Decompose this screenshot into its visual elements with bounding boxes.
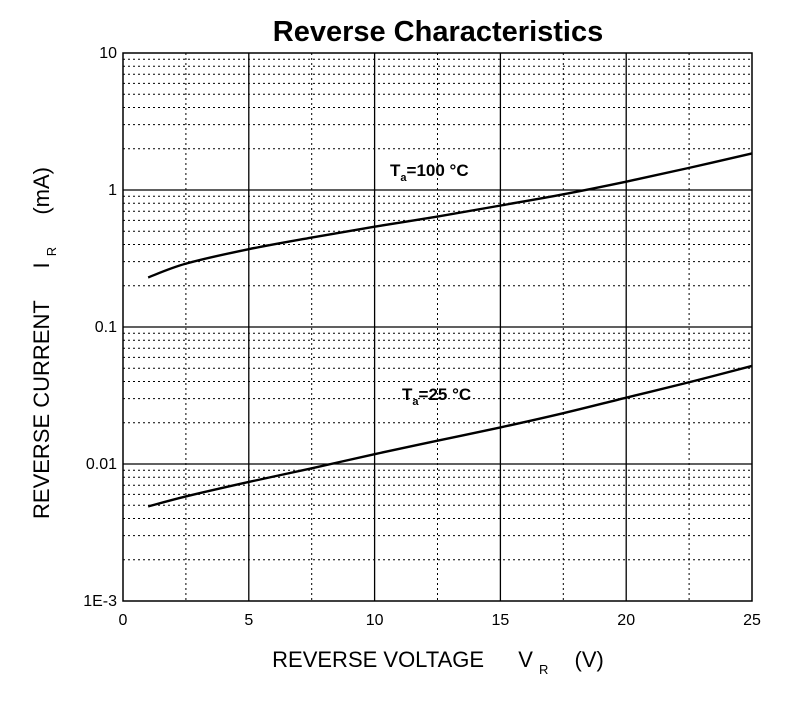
y-axis-label: REVERSE CURRENT I R (mA)	[29, 167, 61, 519]
series-line	[147, 152, 753, 279]
y-axis-label-symbol: I	[29, 262, 54, 268]
x-tick-label: 15	[492, 612, 510, 629]
y-tick-label: 1	[108, 182, 117, 199]
annotation-prefix: T	[402, 385, 413, 404]
x-tick-labels: 0 5 10 15 20 25	[119, 612, 761, 629]
x-axis-label-main: REVERSE VOLTAGE	[272, 647, 484, 672]
x-axis-label-symbol: V	[518, 647, 533, 672]
y-tick-label: 0.01	[86, 456, 117, 473]
annotation-text: =25 °C	[419, 385, 472, 404]
minor-grid	[123, 53, 752, 601]
annotation-prefix: T	[390, 161, 401, 180]
y-tick-label: 10	[99, 45, 117, 62]
y-axis-label-subscript: R	[44, 247, 59, 256]
chart-title: Reverse Characteristics	[273, 16, 603, 48]
x-tick-label: 20	[617, 612, 635, 629]
x-axis-label-unit: (V)	[575, 647, 604, 672]
x-tick-label: 25	[743, 612, 761, 629]
x-axis-label: REVERSE VOLTAGE V R (V)	[272, 647, 604, 679]
series-line	[147, 364, 753, 508]
y-axis-label-unit: (mA)	[29, 167, 54, 215]
major-grid	[123, 53, 752, 601]
series-annotation: Ta=100 °C	[390, 161, 469, 184]
annotation-subscript: a	[412, 396, 419, 408]
series-lines	[147, 152, 753, 508]
x-tick-label: 10	[366, 612, 384, 629]
y-tick-labels: 1E-3 0.01 0.1 1 10	[83, 45, 117, 610]
series-annotation: Ta=25 °C	[402, 385, 471, 408]
x-tick-label: 5	[244, 612, 253, 629]
plot-frame	[122, 52, 753, 602]
x-tick-label: 0	[119, 612, 128, 629]
y-tick-label: 0.1	[95, 319, 117, 336]
annotation-subscript: a	[400, 172, 407, 184]
annotation-text: =100 °C	[407, 161, 469, 180]
y-axis-label-main: REVERSE CURRENT	[29, 301, 54, 519]
x-axis-label-subscript: R	[539, 662, 548, 677]
series-annotations: Ta=100 °CTa=25 °C	[390, 161, 471, 408]
y-tick-label: 1E-3	[83, 593, 117, 610]
